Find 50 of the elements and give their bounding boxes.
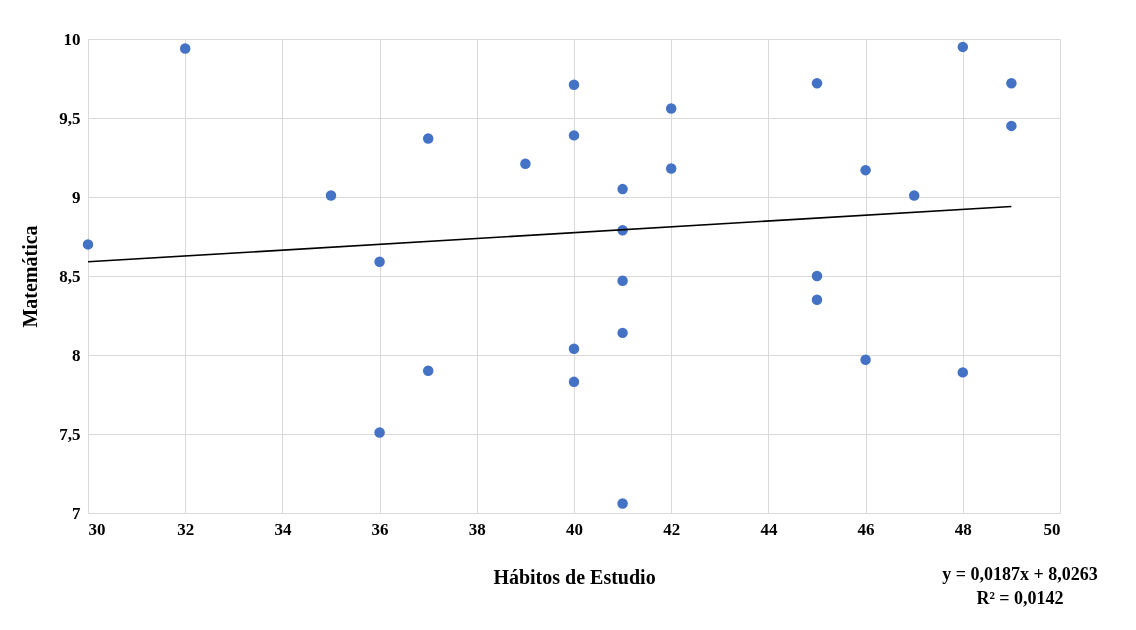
point	[568, 343, 580, 354]
point	[374, 427, 385, 438]
point	[1006, 120, 1017, 132]
x-tick-label: 46	[857, 519, 875, 539]
text: R² = 0,0142	[976, 588, 1064, 608]
point	[568, 376, 580, 388]
x-tick-label: 42	[663, 519, 681, 539]
x-tick-label: 50	[1043, 519, 1061, 539]
y-tick-label: 7	[72, 503, 81, 523]
x-tick-label: 36	[371, 519, 389, 539]
point	[568, 130, 580, 141]
point	[811, 270, 823, 282]
x-tick-label: 30	[88, 519, 106, 539]
point	[520, 158, 531, 170]
x-tick-label: 40	[566, 519, 583, 539]
point	[617, 183, 628, 195]
point	[422, 365, 434, 377]
point	[568, 79, 580, 91]
x-tick-label: 38	[468, 519, 486, 539]
point	[860, 354, 871, 365]
point	[957, 41, 969, 53]
point	[811, 78, 823, 89]
x-axis-title: Hábitos de Estudio	[493, 565, 656, 588]
y-tick-label: 8,5	[59, 266, 81, 286]
point	[325, 190, 337, 201]
y-tick-label: 8	[72, 345, 81, 365]
y-tick-label: 7,5	[59, 424, 81, 444]
y-axis-title: Matemática	[19, 225, 42, 328]
point	[1006, 78, 1017, 89]
point	[179, 43, 191, 54]
point	[617, 498, 628, 509]
point	[422, 133, 434, 144]
y-tick-label: 9	[72, 187, 81, 207]
point	[665, 103, 677, 114]
x-tick-label: 48	[954, 519, 972, 539]
point	[957, 367, 969, 378]
point	[811, 294, 823, 305]
x-tick-label: 34	[274, 519, 292, 539]
point	[617, 327, 628, 339]
point	[860, 164, 871, 176]
point	[82, 239, 94, 250]
point	[617, 275, 628, 286]
y-tick-label: 10	[63, 29, 81, 49]
y-tick-label: 9,5	[59, 108, 81, 128]
x-tick-label: 32	[177, 519, 195, 539]
point	[665, 163, 677, 174]
point	[374, 256, 385, 268]
point	[908, 190, 920, 201]
x-tick-label: 44	[760, 519, 778, 539]
text: y = 0,0187x + 8,0263	[942, 564, 1098, 584]
